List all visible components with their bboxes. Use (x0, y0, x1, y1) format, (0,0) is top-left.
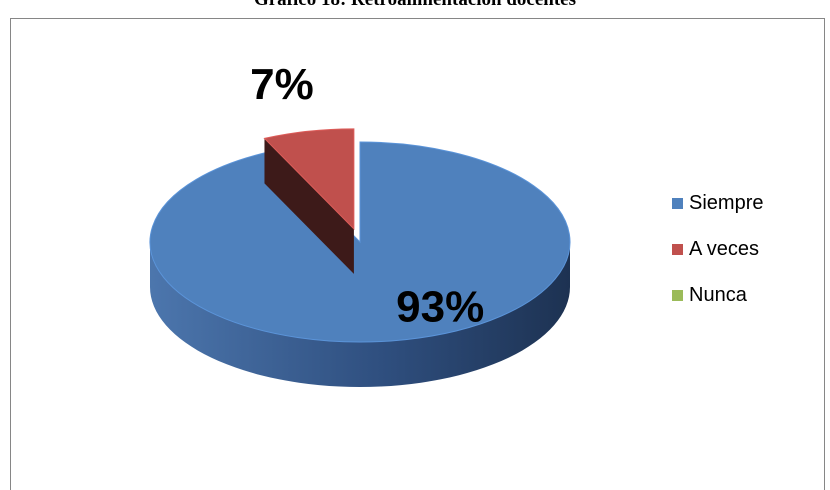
legend-swatch-nunca (672, 290, 683, 301)
pie-slice-siempre (149, 141, 571, 387)
data-label-a-veces: 7% (250, 60, 314, 109)
legend-label-nunca: Nunca (689, 284, 748, 306)
legend-swatch-a-veces (672, 244, 683, 255)
legend-entry-siempre: Siempre (672, 192, 763, 214)
pie-slice-top-a-veces (263, 128, 355, 231)
legend-swatch-siempre (672, 198, 683, 209)
pie-slice-top-siempre (149, 141, 571, 343)
pie-slice-cut-face-a-veces (264, 138, 354, 274)
legend-label-siempre: Siempre (689, 192, 763, 214)
pie-slice-a-veces (263, 128, 355, 274)
legend-label-a-veces: A veces (689, 238, 759, 260)
chart-title: Gráfico 18: Retroalimentación docentes (0, 0, 830, 11)
legend-entry-nunca: Nunca (672, 284, 748, 306)
legend-entry-a-veces: A veces (672, 238, 759, 260)
data-label-siempre: 93% (396, 283, 484, 332)
pie-slice-side-siempre (150, 242, 570, 387)
